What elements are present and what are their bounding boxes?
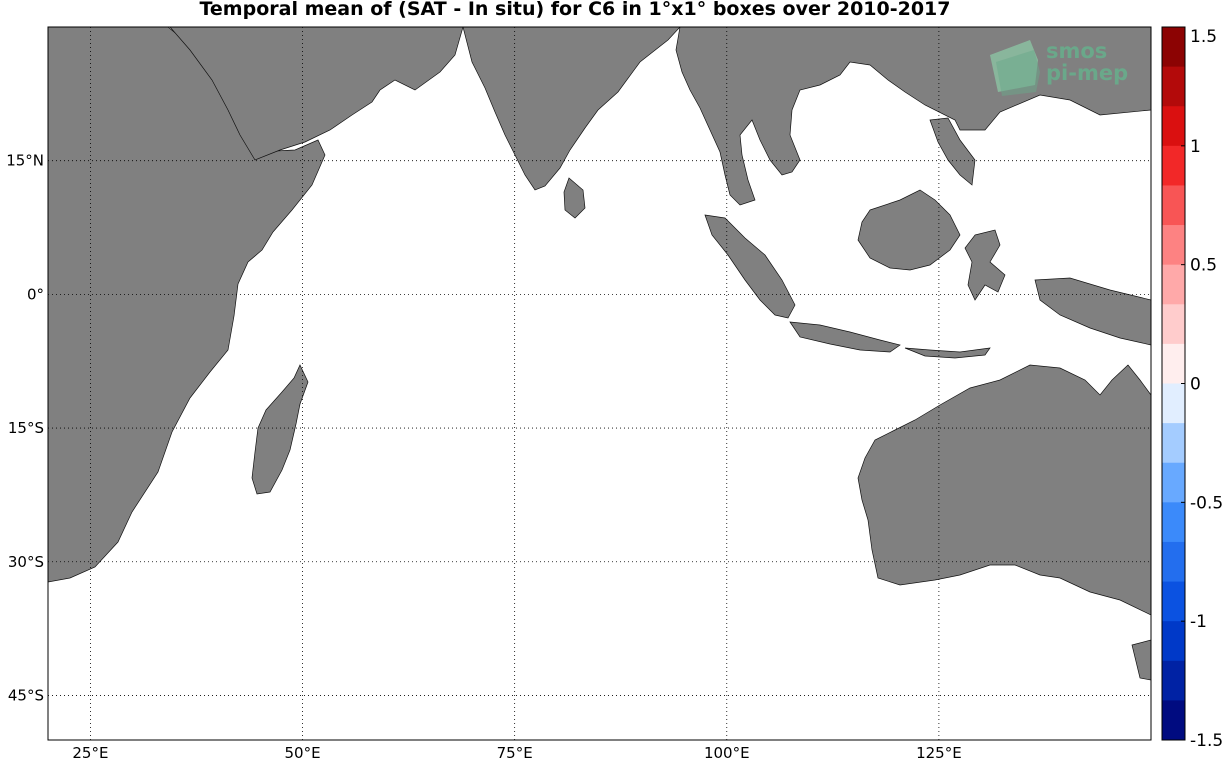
colorbar-segment [1162, 27, 1185, 68]
colorbar-tick-label: 1 [1190, 137, 1201, 157]
land-borneo [857, 189, 961, 271]
lat-tick-label: 0° [27, 285, 44, 303]
lat-tick-label: 45°S [8, 686, 44, 704]
logo-line1: smos [1046, 39, 1107, 63]
colorbar-segment [1162, 462, 1185, 503]
colorbar-segment [1162, 106, 1185, 147]
colorbar-tick-label: -1 [1190, 612, 1207, 632]
grid-layer [48, 27, 1151, 740]
lon-tick-label: 100°E [704, 744, 750, 762]
colorbar-segment [1162, 621, 1185, 662]
land-india [462, 27, 681, 191]
lat-tick-label: 15°N [6, 152, 44, 170]
colorbar-segment [1162, 423, 1185, 464]
colorbar-tick-label: 1.5 [1190, 27, 1217, 47]
logo-wave-icon-2 [996, 50, 1040, 96]
land-lesser-sunda [904, 347, 991, 359]
colorbar-segment [1162, 66, 1185, 107]
land-madagascar [251, 364, 309, 495]
colorbar-tick-label: 0 [1190, 375, 1201, 395]
colorbar-tick-label: 0.5 [1190, 256, 1217, 276]
land-java [789, 321, 901, 353]
land-philippines [929, 117, 976, 186]
colorbar-segment [1162, 304, 1185, 345]
colorbar-tick-label: -0.5 [1190, 493, 1223, 513]
land-tasmania [1131, 639, 1151, 681]
lon-tick-label: 25°E [72, 744, 108, 762]
colorbar-segment [1162, 541, 1185, 583]
lat-tick-label: 15°S [8, 419, 44, 437]
colorbar-tick-label: -1.5 [1190, 731, 1223, 751]
lon-tick-labels: 25°E 50°E 75°E 100°E 125°E [72, 744, 961, 762]
land-sulawesi [964, 229, 1006, 301]
colorbar-tick-labels: 1.5 1 0.5 0 -0.5 -1 -1.5 [1181, 26, 1223, 751]
logo-line2: pi-mep [1046, 61, 1128, 85]
colorbar-segment [1162, 581, 1185, 622]
colorbar-segment [1162, 225, 1185, 266]
lon-tick-label: 75°E [497, 744, 533, 762]
colorbar [1162, 27, 1185, 741]
colorbar-segment [1162, 343, 1185, 384]
lon-tick-label: 125°E [916, 744, 962, 762]
colorbar-segment [1162, 383, 1185, 424]
lat-tick-labels: 15°N 0° 15°S 30°S 45°S [6, 152, 44, 705]
smos-pimep-logo: smos pi-mep [990, 39, 1128, 96]
map-title: Temporal mean of (SAT - In situ) for C6 … [199, 0, 951, 20]
colorbar-segment [1162, 502, 1185, 543]
lon-tick-label: 50°E [284, 744, 320, 762]
colorbar-segment [1162, 660, 1185, 701]
land-australia [857, 364, 1151, 616]
land-sumatra [704, 214, 796, 319]
lat-tick-label: 30°S [8, 553, 44, 571]
map-frame [47, 26, 1152, 741]
land-srilanka [563, 177, 586, 219]
colorbar-segment [1162, 145, 1185, 186]
colorbar-segment [1162, 185, 1185, 226]
land-arabia [169, 27, 464, 161]
colorbar-segment [1162, 264, 1185, 305]
colorbar-segment [1162, 700, 1185, 741]
